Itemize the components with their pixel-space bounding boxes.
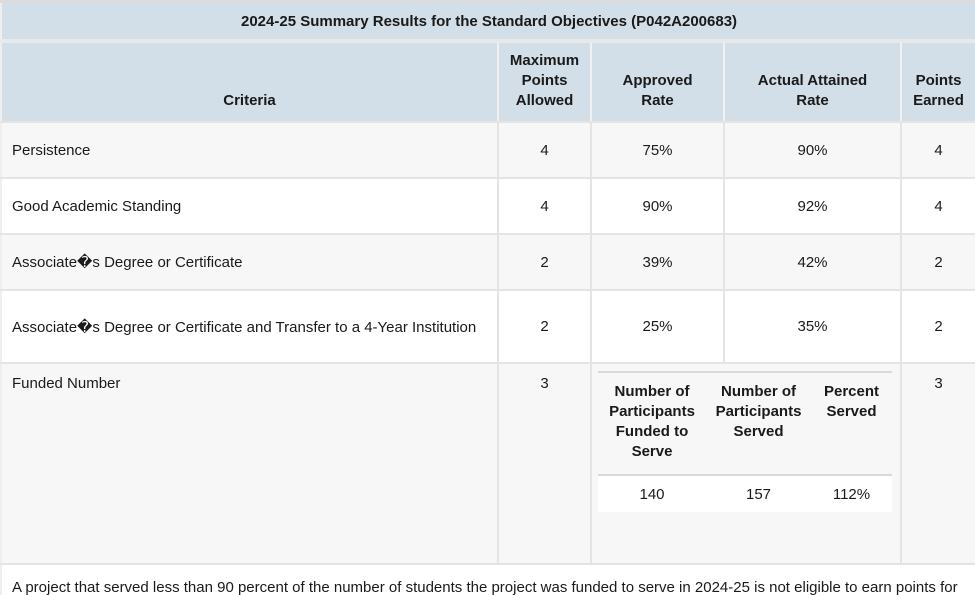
criteria-cell: Good Academic Standing	[1, 178, 499, 235]
points-earned-cell: 4	[901, 178, 975, 235]
eligibility-note: A project that served less than 90 perce…	[1, 564, 975, 595]
points-earned-cell: 4	[901, 122, 975, 179]
actual-rate-cell: 92%	[724, 178, 902, 235]
max-points-cell: 4	[498, 122, 592, 179]
percent-served-value: 112%	[832, 485, 871, 503]
approved-rate-cell: 90%	[591, 178, 725, 235]
col-header-max-points: Maximum Points Allowed	[498, 41, 592, 123]
criteria-cell: Associate�s Degree or Certificate and Tr…	[1, 290, 499, 364]
approved-rate-cell: 39%	[591, 234, 725, 291]
actual-rate-cell: 35%	[724, 290, 902, 364]
nested-header-served: Number of Participants Served	[715, 383, 802, 440]
served-value: 157	[745, 485, 772, 503]
nested-value-row: 140 157 112%	[598, 476, 892, 512]
approved-rate-cell: 25%	[591, 290, 725, 364]
col-header-approved-rate: Approved Rate	[591, 41, 725, 123]
points-earned-cell: 3	[901, 363, 975, 565]
nested-header-funded-to-serve: Number of Participants Funded to Serve	[609, 383, 695, 460]
max-points-cell: 2	[498, 234, 592, 291]
max-points-cell: 3	[498, 363, 592, 565]
actual-rate-cell: 42%	[724, 234, 902, 291]
table-row-note: A project that served less than 90 perce…	[1, 564, 975, 595]
nested-header-percent-served: Percent Served	[823, 383, 880, 420]
max-points-cell: 4	[498, 178, 592, 235]
col-header-points-earned: Points Earned	[901, 41, 975, 123]
table-row-good-academic-standing: Good Academic Standing 4 90% 92% 4	[1, 178, 975, 235]
criteria-cell: Funded Number	[1, 363, 499, 565]
participants-nested-table: Number of Participants Funded to Serve N…	[598, 371, 892, 512]
criteria-cell: Associate�s Degree or Certificate	[1, 234, 499, 291]
col-header-actual-attained-rate: Actual Attained Rate	[724, 41, 902, 123]
criteria-cell: Persistence	[1, 122, 499, 179]
table-row-associates-degree: Associate�s Degree or Certificate 2 39% …	[1, 234, 975, 291]
table-title: 2024-25 Summary Results for the Standard…	[1, 1, 975, 43]
title-row: 2024-25 Summary Results for the Standard…	[1, 1, 975, 43]
actual-rate-cell: 90%	[724, 122, 902, 179]
table-row-persistence: Persistence 4 75% 90% 4	[1, 122, 975, 179]
points-earned-cell: 2	[901, 290, 975, 364]
table-row-funded-number: Funded Number 3 Number of Participants F…	[1, 363, 975, 565]
table-row-associates-degree-transfer: Associate�s Degree or Certificate and Tr…	[1, 290, 975, 364]
funded-to-serve-value: 140	[639, 485, 665, 503]
participants-served-cell: Number of Participants Funded to Serve N…	[591, 363, 902, 565]
nested-header-row: Number of Participants Funded to Serve N…	[598, 373, 892, 476]
approved-rate-cell: 75%	[591, 122, 725, 179]
col-header-criteria: Criteria	[1, 41, 499, 123]
max-points-cell: 2	[498, 290, 592, 364]
column-header-row: Criteria Maximum Points Allowed Approved…	[1, 41, 975, 123]
points-earned-cell: 2	[901, 234, 975, 291]
